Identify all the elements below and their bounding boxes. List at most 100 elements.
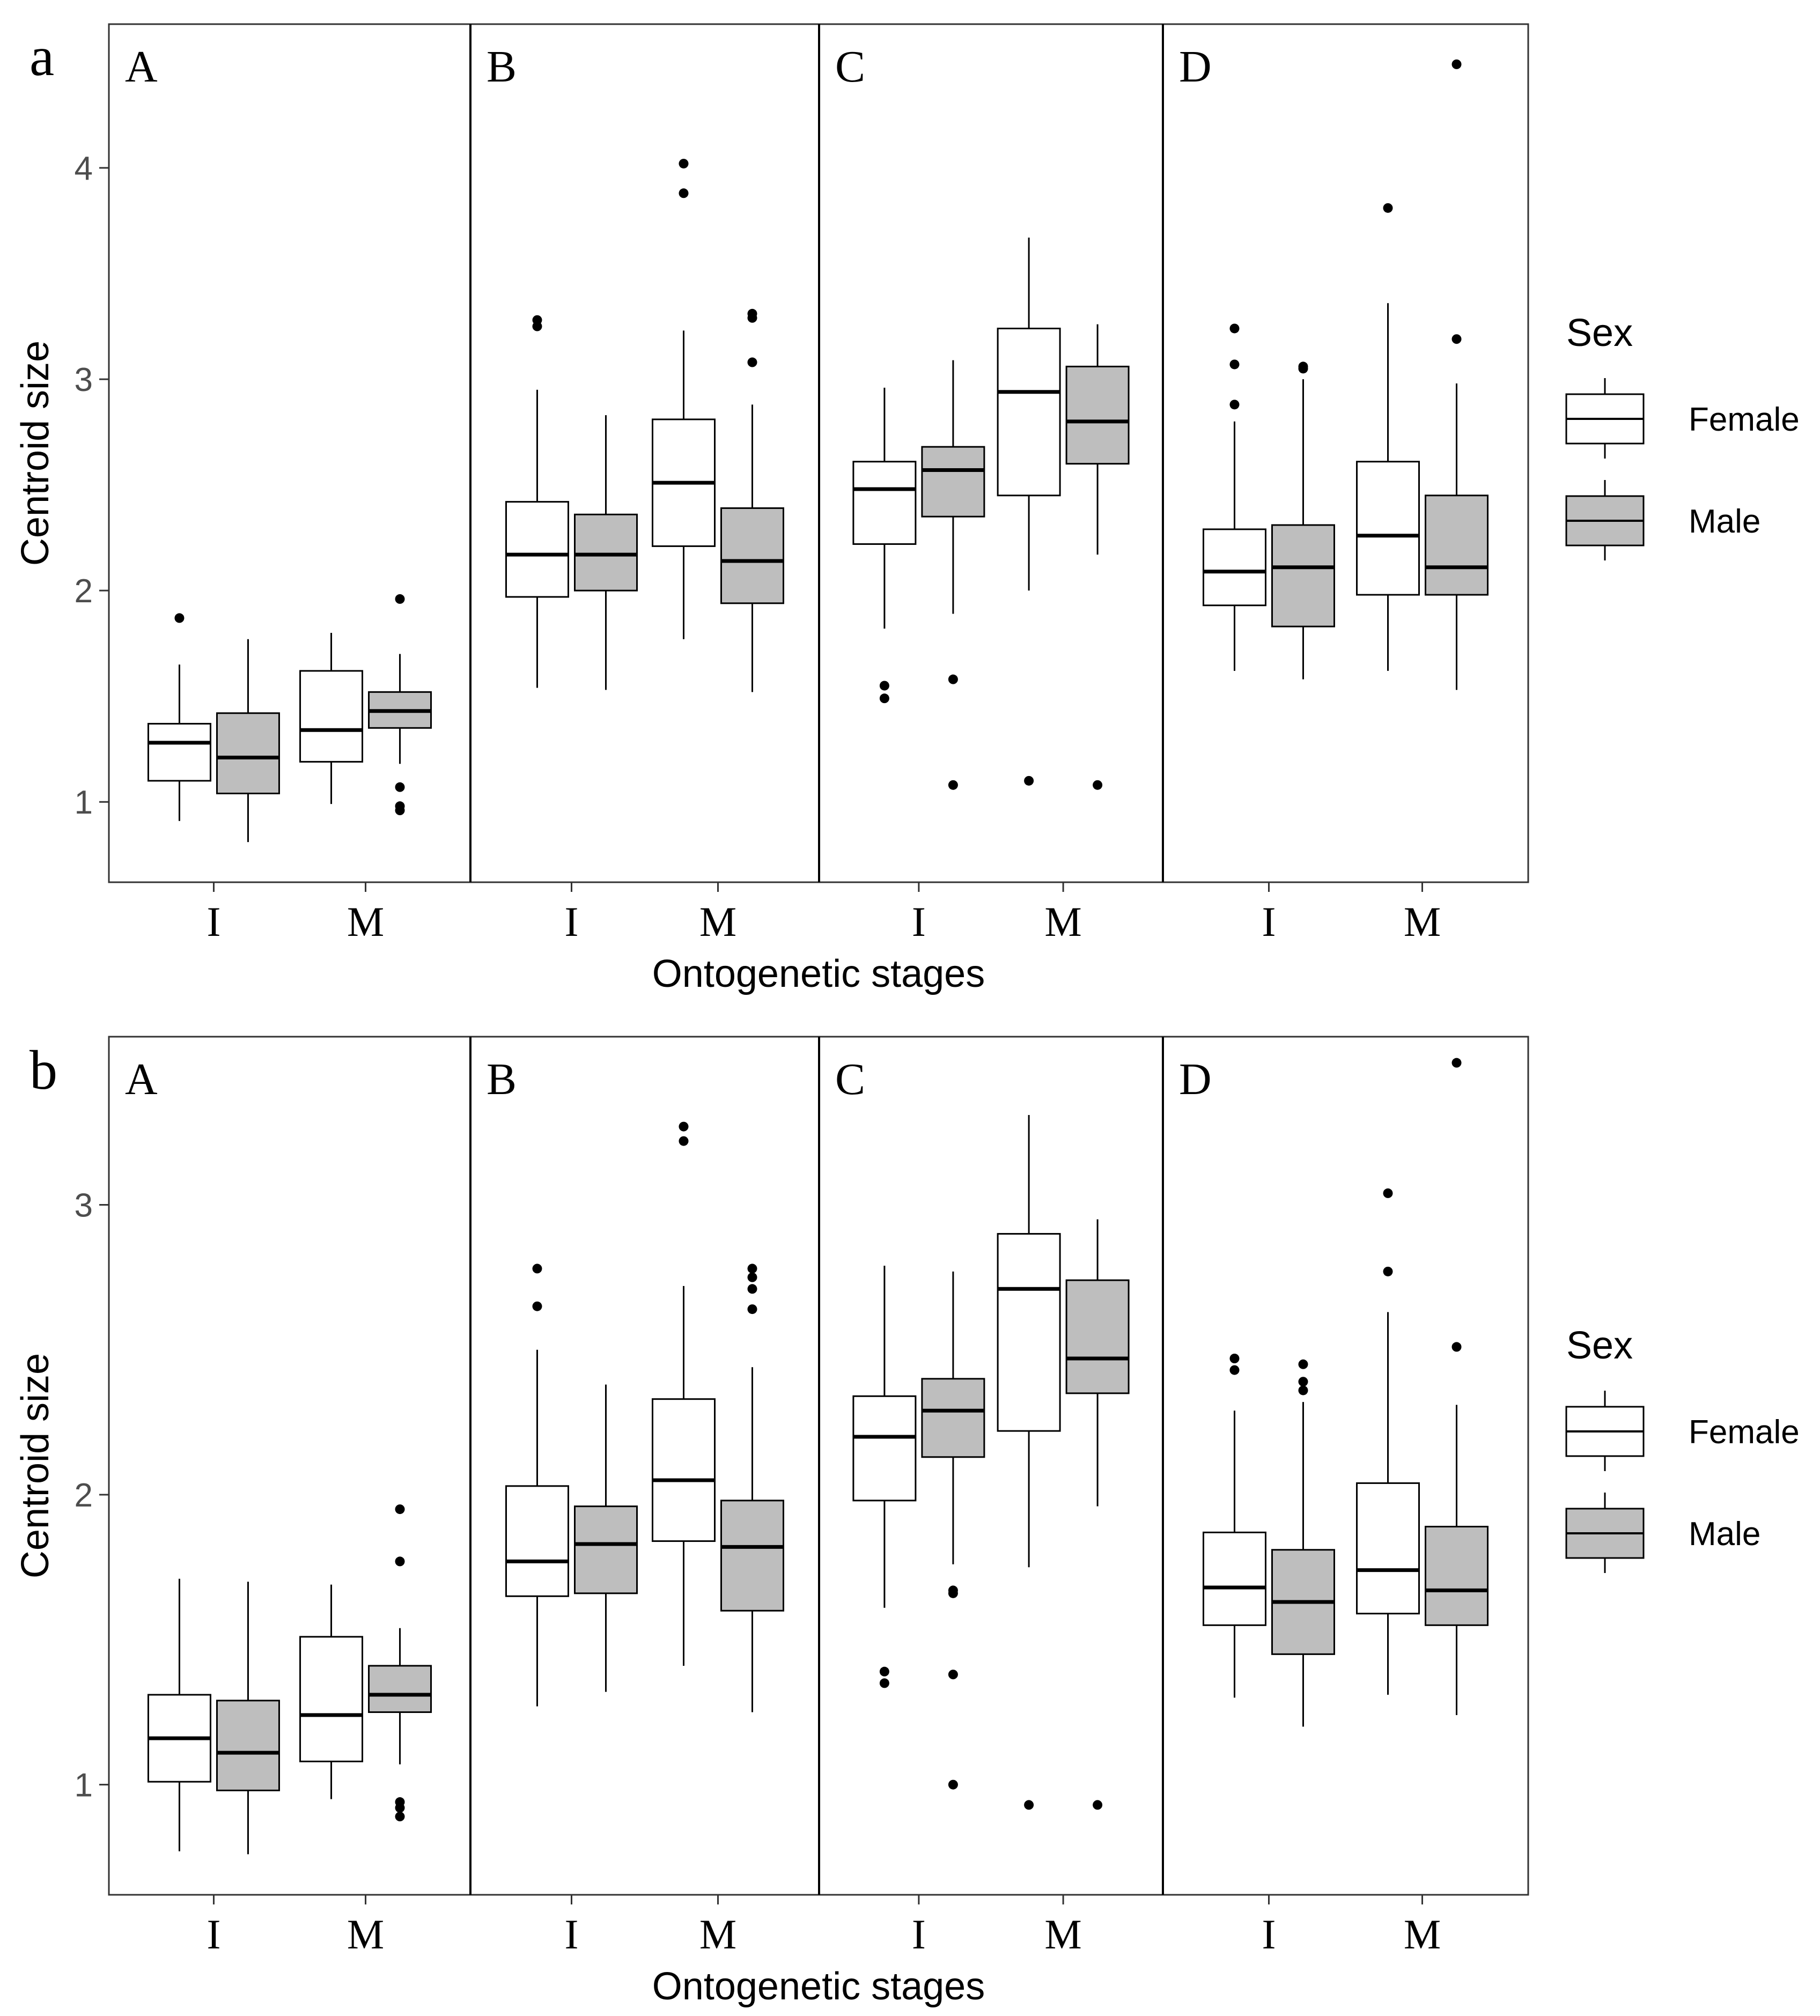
outlier-point xyxy=(1383,1188,1393,1198)
outlier-point xyxy=(948,1670,958,1680)
box-B-I-female xyxy=(505,315,569,688)
box-iqr xyxy=(720,1500,784,1612)
outlier-point xyxy=(679,1136,689,1146)
outlier-point xyxy=(532,321,542,331)
outlier-point xyxy=(532,1264,542,1274)
box-iqr xyxy=(852,461,917,545)
box-A-I-male xyxy=(216,639,280,843)
outlier-point xyxy=(1451,334,1462,344)
outlier-point xyxy=(1093,1800,1103,1810)
legend-key-female: Female xyxy=(1565,378,1800,459)
legend-key-male: Male xyxy=(1565,1493,1760,1573)
facet-label-D: D xyxy=(1179,42,1212,92)
outlier-point xyxy=(1451,1342,1462,1352)
box-B-I-male xyxy=(574,1384,638,1692)
facet-label-B: B xyxy=(487,1054,517,1104)
outlier-point xyxy=(174,613,185,623)
outlier-point xyxy=(1298,364,1308,374)
box-iqr xyxy=(997,1233,1061,1432)
x-tick-label-M: M xyxy=(1044,898,1081,945)
y-axis-title: Centroid size xyxy=(14,1353,57,1578)
y-tick-label: 1 xyxy=(75,784,93,821)
box-B-I-female xyxy=(505,1264,569,1707)
x-tick-label-I: I xyxy=(565,1911,579,1958)
box-B-M-male xyxy=(720,308,784,692)
box-A-M-male xyxy=(368,594,432,816)
x-tick-label-M: M xyxy=(1404,1911,1441,1958)
box-iqr xyxy=(1202,528,1266,607)
outlier-point xyxy=(1024,1800,1034,1810)
box-C-I-male xyxy=(921,1271,985,1790)
box-B-M-female xyxy=(652,1121,716,1666)
legend-label-female: Female xyxy=(1689,1414,1800,1451)
facet-label-C: C xyxy=(835,42,865,92)
box-iqr xyxy=(921,446,985,518)
legend-title: Sex xyxy=(1566,1324,1633,1367)
box-A-M-female xyxy=(299,1584,364,1799)
outlier-point xyxy=(1093,780,1103,790)
outlier-point xyxy=(1229,359,1240,370)
legend-title: Sex xyxy=(1566,312,1633,355)
y-tick-label: 3 xyxy=(75,361,93,398)
outlier-point xyxy=(395,1803,405,1813)
box-iqr xyxy=(1425,494,1489,596)
outlier-point xyxy=(948,780,958,790)
y-tick-label: 1 xyxy=(75,1767,93,1804)
box-B-I-male xyxy=(574,415,638,690)
outlier-point xyxy=(395,782,405,792)
legend: Sex Female Male xyxy=(1565,1324,1800,1573)
outlier-point xyxy=(747,1284,757,1294)
box-iqr xyxy=(1356,461,1420,596)
outlier-point xyxy=(679,159,689,169)
box-A-M-male xyxy=(368,1504,432,1822)
facet-label-B: B xyxy=(487,42,517,92)
legend-key-female: Female xyxy=(1565,1391,1800,1471)
legend-label-male: Male xyxy=(1689,503,1760,540)
box-D-I-male xyxy=(1271,1359,1335,1727)
outlier-point xyxy=(395,1812,405,1822)
outlier-point xyxy=(747,1264,757,1274)
box-iqr xyxy=(1202,1531,1266,1626)
panel-letter: a xyxy=(30,26,54,87)
x-axis-title: Ontogenetic stages xyxy=(652,952,985,995)
x-tick-label-I: I xyxy=(565,898,579,945)
box-iqr xyxy=(652,1398,716,1542)
outlier-point xyxy=(1298,1377,1308,1387)
outlier-point xyxy=(1383,1266,1393,1276)
box-A-M-female xyxy=(299,632,364,804)
box-B-M-male xyxy=(720,1264,784,1712)
box-iqr xyxy=(720,507,784,604)
box-iqr xyxy=(147,722,211,782)
box-D-M-male xyxy=(1425,1058,1489,1715)
outlier-point xyxy=(1451,59,1462,69)
x-tick-label-I: I xyxy=(1262,898,1276,945)
outlier-point xyxy=(879,1678,889,1688)
box-A-I-male xyxy=(216,1582,280,1855)
box-D-I-female xyxy=(1202,323,1266,671)
box-iqr xyxy=(1065,1279,1130,1394)
y-tick-label: 3 xyxy=(75,1187,93,1224)
x-tick-label-I: I xyxy=(1262,1911,1276,1958)
box-B-M-female xyxy=(652,159,716,639)
outlier-point xyxy=(879,693,889,704)
outlier-point xyxy=(679,1121,689,1132)
x-tick-label-M: M xyxy=(347,898,384,945)
box-C-M-female xyxy=(997,1114,1061,1810)
box-A-I-female xyxy=(147,613,211,821)
x-tick-label-M: M xyxy=(1404,898,1441,945)
box-C-M-male xyxy=(1065,1219,1130,1810)
legend-label-male: Male xyxy=(1689,1516,1760,1553)
outlier-point xyxy=(879,1666,889,1677)
outlier-point xyxy=(395,1556,405,1567)
outlier-point xyxy=(1298,1359,1308,1369)
box-iqr xyxy=(574,513,638,592)
x-axis-title: Ontogenetic stages xyxy=(652,1965,985,2008)
box-C-I-female xyxy=(852,387,917,704)
facet-label-C: C xyxy=(835,1054,865,1104)
x-tick-label-M: M xyxy=(1044,1911,1081,1958)
box-D-I-female xyxy=(1202,1354,1266,1698)
box-iqr xyxy=(299,1636,364,1762)
box-D-M-male xyxy=(1425,59,1489,690)
outlier-point xyxy=(679,188,689,198)
